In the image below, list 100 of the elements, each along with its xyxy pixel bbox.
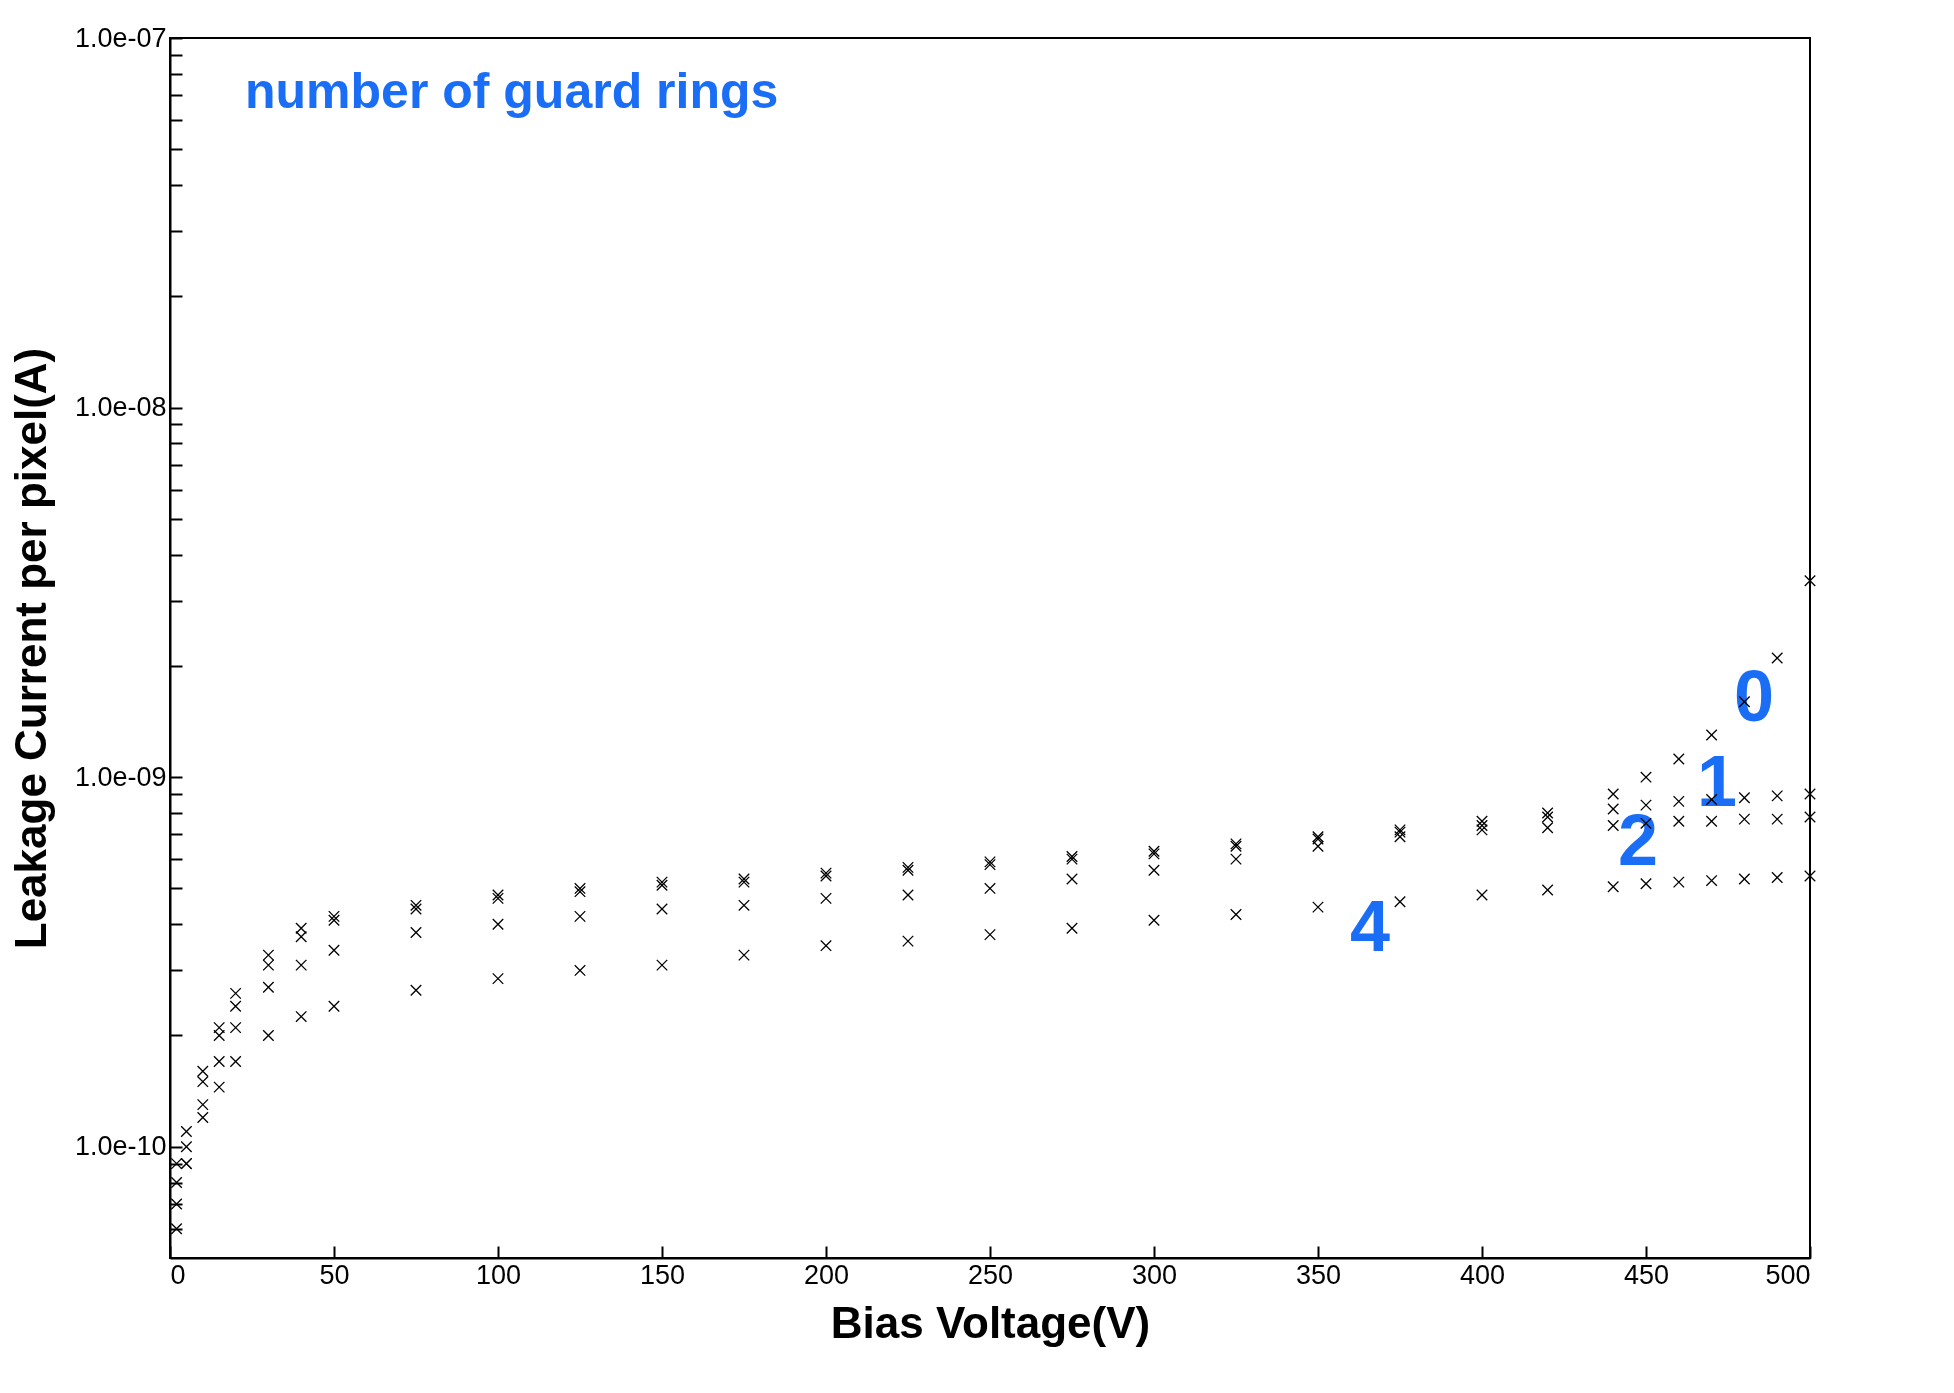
point	[180, 1140, 193, 1153]
point	[574, 910, 586, 923]
point	[1705, 729, 1718, 741]
x-tick-label: 400	[1459, 1259, 1506, 1290]
point	[1148, 864, 1160, 877]
point	[262, 949, 275, 962]
point	[1394, 830, 1406, 843]
x-tick-label: 0	[170, 1259, 186, 1290]
point	[196, 1075, 209, 1088]
point	[1476, 824, 1488, 836]
point	[656, 959, 668, 972]
point	[229, 1055, 242, 1068]
point	[262, 959, 275, 972]
point	[902, 889, 914, 901]
point	[1771, 871, 1784, 884]
point	[492, 972, 504, 985]
y-axis-title: Leakage Current per pixel(A)	[5, 347, 55, 950]
point	[1672, 753, 1685, 765]
point	[1476, 819, 1488, 832]
point	[262, 1029, 275, 1042]
y-tick-label: 1.0e-08	[74, 392, 167, 423]
point	[492, 918, 504, 931]
point	[1771, 813, 1784, 826]
x-tick-label: 100	[475, 1259, 522, 1290]
point	[1804, 574, 1816, 587]
point	[492, 889, 504, 901]
point	[410, 903, 422, 915]
x-tick-label: 250	[967, 1259, 1014, 1290]
y-tick-label: 1.0e-09	[74, 761, 167, 792]
point	[1476, 889, 1488, 901]
point	[196, 1098, 209, 1111]
annotation: 4	[1349, 886, 1391, 966]
point	[170, 1176, 183, 1189]
point	[1066, 922, 1078, 935]
point	[1672, 876, 1685, 889]
x-tick-label: 350	[1295, 1259, 1342, 1290]
point	[1705, 815, 1718, 828]
x-tick-label: 300	[1131, 1259, 1178, 1290]
point	[1607, 788, 1620, 800]
point	[410, 899, 422, 912]
point	[170, 1198, 183, 1210]
point	[820, 939, 832, 952]
point	[738, 876, 750, 889]
point	[196, 1065, 209, 1078]
point	[1804, 870, 1816, 882]
point	[328, 1000, 340, 1013]
x-tick-label: 150	[639, 1259, 686, 1290]
point	[738, 949, 750, 962]
point	[1312, 901, 1324, 914]
x-axis-title: Bias Voltage(V)	[830, 1297, 1151, 1347]
point	[984, 882, 996, 895]
point	[1804, 788, 1816, 800]
y-tick-label: 1.0e-10	[74, 1131, 167, 1162]
point	[1066, 873, 1078, 885]
point	[295, 959, 308, 972]
point	[1804, 811, 1816, 823]
point	[213, 1055, 226, 1068]
point	[1738, 813, 1751, 826]
point	[410, 926, 422, 939]
point	[328, 944, 340, 957]
x-tick-label: 200	[803, 1259, 850, 1290]
point	[1640, 799, 1652, 812]
point	[229, 1021, 242, 1034]
point	[1738, 873, 1751, 885]
point	[1738, 791, 1751, 804]
point	[820, 892, 832, 905]
point	[295, 1010, 308, 1023]
point	[738, 899, 750, 912]
point	[1672, 815, 1685, 828]
point	[1541, 807, 1554, 819]
point	[1705, 874, 1718, 887]
x-tick-label: 500	[1765, 1259, 1811, 1290]
point	[1771, 789, 1784, 802]
x-tick-label: 450	[1623, 1259, 1670, 1290]
point	[1230, 908, 1242, 921]
x-tick-label: 50	[319, 1259, 350, 1290]
point	[295, 930, 308, 943]
point	[656, 903, 668, 915]
point	[1607, 880, 1620, 893]
point	[1771, 652, 1784, 664]
point	[492, 892, 504, 905]
point	[984, 928, 996, 941]
point	[213, 1081, 226, 1093]
point	[1476, 815, 1488, 828]
point	[574, 964, 586, 977]
point	[1541, 884, 1554, 896]
point	[1312, 840, 1324, 853]
point	[1607, 819, 1620, 832]
point	[170, 1222, 183, 1235]
point	[410, 984, 422, 997]
point	[213, 1029, 226, 1042]
annotation: 1	[1696, 741, 1738, 821]
annotation: number of guard rings	[245, 63, 779, 119]
y-tick-label: 1.0e-07	[74, 22, 167, 53]
point	[738, 873, 750, 885]
point	[1640, 877, 1652, 890]
point	[295, 922, 308, 935]
point	[1607, 803, 1620, 815]
point	[1541, 811, 1554, 823]
point	[328, 910, 340, 923]
